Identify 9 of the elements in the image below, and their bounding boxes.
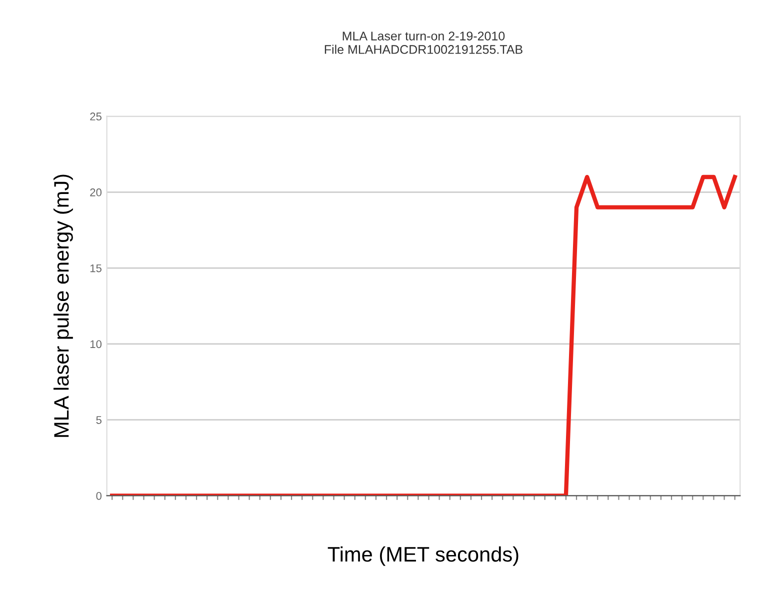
chart-title: MLA Laser turn-on 2-19-2010 File MLAHADCDR1002191255.TAB: [324, 32, 522, 54]
x-axis-title: Time (MET seconds): [328, 546, 518, 566]
y-tick-label: 20: [90, 188, 102, 196]
y-tick-label: 5: [96, 416, 102, 424]
y-axis-title: MLA laser pulse energy (mJ): [54, 174, 73, 437]
y-tick-label: 10: [90, 340, 102, 348]
y-tick-label: 0: [96, 492, 102, 500]
y-tick-label: 25: [90, 112, 102, 120]
y-tick-label: 15: [90, 264, 102, 272]
